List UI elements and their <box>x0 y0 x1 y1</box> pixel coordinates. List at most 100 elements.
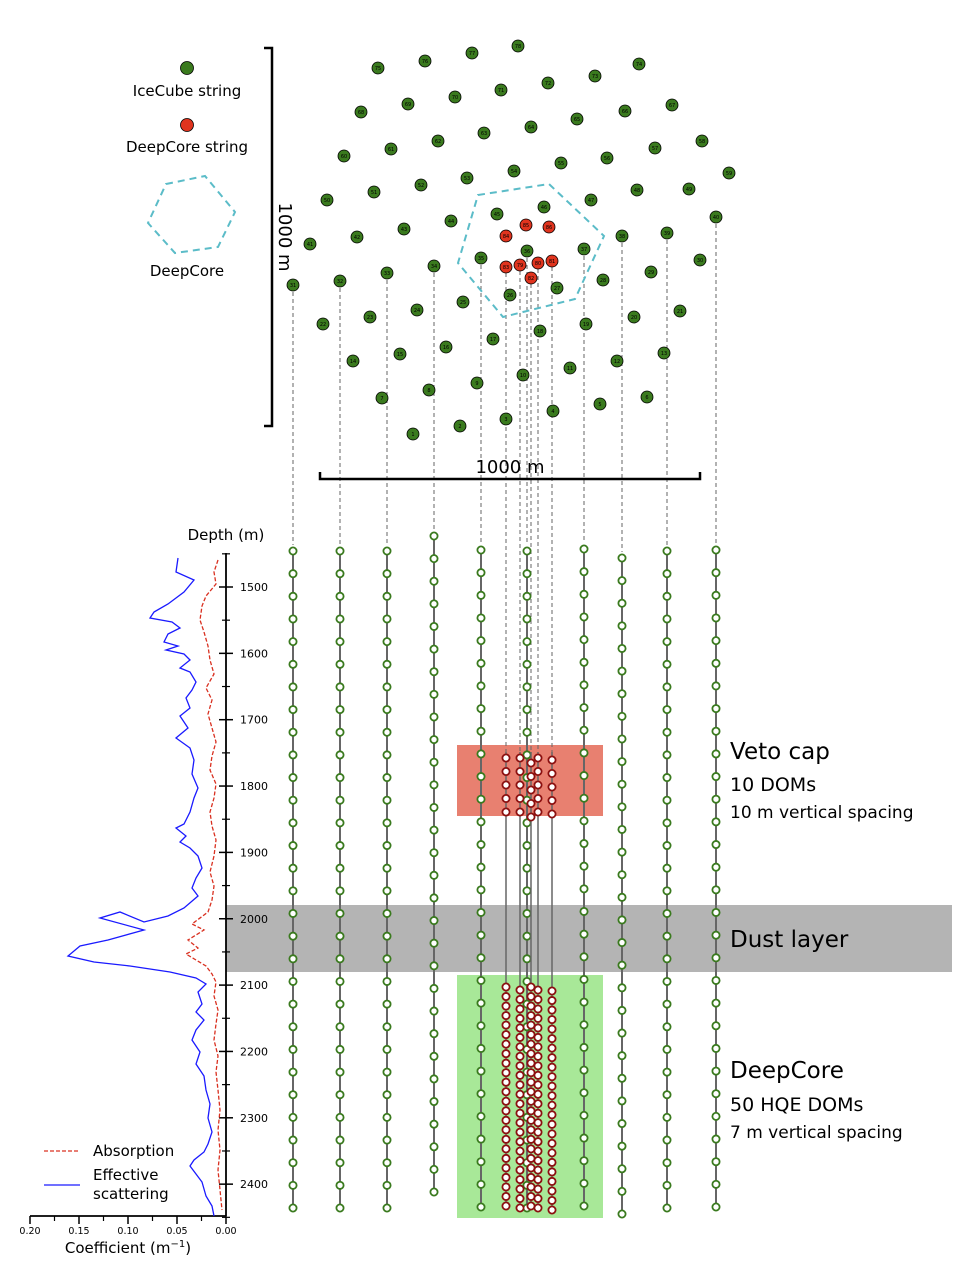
string-number: 7 <box>380 396 383 402</box>
icecube-dom <box>711 658 721 668</box>
veto-dom <box>547 755 557 765</box>
icecube-string <box>422 383 436 397</box>
icecube-dom <box>662 1112 672 1122</box>
string-number: 75 <box>375 66 381 72</box>
icecube-dom <box>288 818 298 828</box>
icecube-dom <box>476 749 486 759</box>
string-number: 71 <box>498 88 504 94</box>
icecube-string <box>722 166 736 180</box>
icecube-dom <box>711 885 721 895</box>
icecube-dom <box>476 975 486 985</box>
string-number: 79 <box>517 263 523 269</box>
string-number: 12 <box>614 359 620 365</box>
icecube-dom <box>382 841 392 851</box>
deepcore-dom <box>501 1172 511 1182</box>
depth-tick-label: 2100 <box>240 979 268 992</box>
icecube-dom <box>711 1066 721 1076</box>
icecube-dom <box>662 705 672 715</box>
icecube-dom <box>476 885 486 895</box>
icecube-string <box>673 304 687 318</box>
icecube-dom <box>335 954 345 964</box>
deepcore-dom <box>501 1020 511 1030</box>
icecube-string <box>393 347 407 361</box>
icecube-dom <box>579 1065 589 1075</box>
icecube-dom <box>429 1051 439 1061</box>
icecube-string <box>630 183 644 197</box>
icecube-dom <box>335 886 345 896</box>
icecube-dom <box>662 841 672 851</box>
icecube-dom <box>711 1157 721 1167</box>
icecube-dom <box>662 1180 672 1190</box>
string-number: 26 <box>507 293 513 299</box>
icecube-string <box>660 226 674 240</box>
deepcore-dom <box>533 1118 543 1128</box>
icecube-dom <box>711 998 721 1008</box>
icecube-string <box>577 242 591 256</box>
icecube-dom <box>617 1096 627 1106</box>
icecube-string <box>503 288 517 302</box>
icecube-dom <box>288 1022 298 1032</box>
icecube-dom <box>579 1133 589 1143</box>
icecube-dom <box>579 567 589 577</box>
icecube-dom <box>288 705 298 715</box>
icecube-dom <box>429 1006 439 1016</box>
icecube-string <box>371 61 385 75</box>
icecube-dom <box>335 1203 345 1213</box>
icecube-dom <box>617 1028 627 1038</box>
veto-dom <box>515 807 525 817</box>
string-number: 23 <box>367 315 373 321</box>
icecube-string <box>695 134 709 148</box>
string-number: 84 <box>503 234 509 240</box>
icecube-dom <box>288 976 298 986</box>
string-number: 13 <box>661 351 667 357</box>
icecube-dom <box>335 637 345 647</box>
veto-dom <box>515 753 525 763</box>
icecube-dom <box>579 997 589 1007</box>
icecube-string <box>709 210 723 224</box>
deepcore-dom <box>515 1203 525 1213</box>
icecube-dom <box>662 999 672 1009</box>
icecube-string-label: IceCube string <box>133 82 241 100</box>
icecube-dom <box>476 794 486 804</box>
deepcore-dom <box>501 1058 511 1068</box>
deepcore-dom <box>501 1163 511 1173</box>
icecube-dom <box>288 999 298 1009</box>
deepcore-dom <box>501 1030 511 1040</box>
string-number: 34 <box>431 264 437 270</box>
icecube-string <box>615 229 629 243</box>
string-number: 53 <box>464 176 470 182</box>
deepcore-string-marker <box>180 118 194 132</box>
string-number: 32 <box>337 279 343 285</box>
icecube-dom <box>288 931 298 941</box>
deepcore-dom <box>547 1005 557 1015</box>
icecube-dom <box>711 613 721 623</box>
icecube-string <box>693 253 707 267</box>
deepcore-dom <box>533 1203 543 1213</box>
icecube-dom <box>579 635 589 645</box>
deepcore-dom <box>547 1138 557 1148</box>
icecube-dom <box>662 659 672 669</box>
projection-lines <box>292 224 717 752</box>
deepcore-dom <box>533 1165 543 1175</box>
veto-dom <box>526 772 536 782</box>
icecube-string <box>657 346 671 360</box>
string-number: 63 <box>481 131 487 137</box>
icecube-dom <box>288 908 298 918</box>
deepcore-dom <box>533 1194 543 1204</box>
deepcore-dom <box>547 1148 557 1158</box>
icecube-string <box>375 391 389 405</box>
icecube-dom <box>662 863 672 873</box>
deepcore-dom <box>515 1051 525 1061</box>
icecube-dom <box>476 1111 486 1121</box>
absorption-curve <box>184 559 223 1211</box>
icecube-dom <box>476 1089 486 1099</box>
icecube-dom <box>429 689 439 699</box>
string-number: 64 <box>528 125 534 131</box>
veto-dom <box>533 807 543 817</box>
deepcore-dom <box>547 1195 557 1205</box>
deepcore-string <box>545 254 559 268</box>
icecube-dom <box>522 750 532 760</box>
deepcore-hexagon-outline <box>456 182 606 319</box>
string-number: 82 <box>528 276 534 282</box>
icecube-dom <box>617 576 627 586</box>
